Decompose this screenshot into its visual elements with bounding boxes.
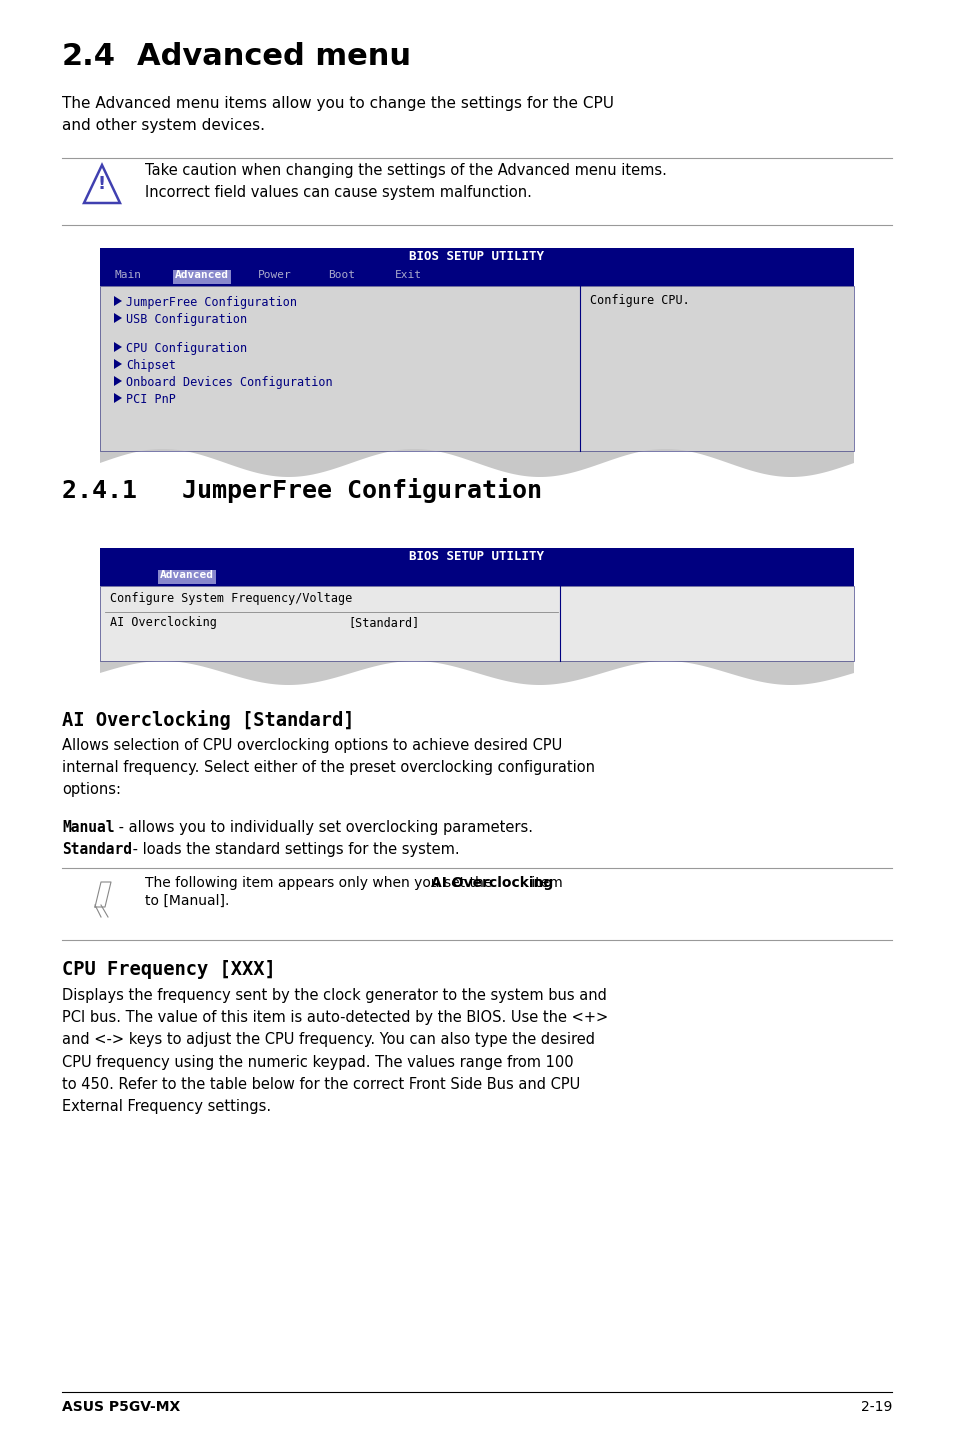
FancyBboxPatch shape bbox=[158, 569, 216, 584]
Text: CPU Configuration: CPU Configuration bbox=[126, 342, 247, 355]
Polygon shape bbox=[100, 449, 853, 477]
Text: - loads the standard settings for the system.: - loads the standard settings for the sy… bbox=[128, 843, 459, 857]
Text: Displays the frequency sent by the clock generator to the system bus and
PCI bus: Displays the frequency sent by the clock… bbox=[62, 988, 608, 1114]
Text: - allows you to individually set overclocking parameters.: - allows you to individually set overclo… bbox=[113, 820, 533, 835]
Text: Advanced: Advanced bbox=[160, 569, 213, 580]
FancyBboxPatch shape bbox=[100, 267, 853, 286]
Text: to [Manual].: to [Manual]. bbox=[145, 894, 229, 907]
Text: 2.4: 2.4 bbox=[62, 42, 116, 70]
Text: USB Configuration: USB Configuration bbox=[126, 313, 247, 326]
Text: Main: Main bbox=[115, 270, 142, 280]
Text: Boot: Boot bbox=[328, 270, 355, 280]
Polygon shape bbox=[113, 375, 122, 385]
FancyBboxPatch shape bbox=[100, 568, 853, 587]
Polygon shape bbox=[113, 393, 122, 403]
Text: Configure System Frequency/Voltage: Configure System Frequency/Voltage bbox=[110, 592, 352, 605]
FancyBboxPatch shape bbox=[100, 286, 853, 452]
Text: CPU Frequency [XXX]: CPU Frequency [XXX] bbox=[62, 961, 275, 979]
Text: BIOS SETUP UTILITY: BIOS SETUP UTILITY bbox=[409, 250, 544, 263]
Text: The Advanced menu items allow you to change the settings for the CPU
and other s: The Advanced menu items allow you to cha… bbox=[62, 96, 614, 134]
Text: item: item bbox=[526, 876, 562, 890]
Text: 2-19: 2-19 bbox=[860, 1401, 891, 1414]
Polygon shape bbox=[113, 342, 122, 352]
Polygon shape bbox=[113, 296, 122, 306]
Text: Chipset: Chipset bbox=[126, 360, 175, 372]
Text: BIOS SETUP UTILITY: BIOS SETUP UTILITY bbox=[409, 549, 544, 564]
FancyBboxPatch shape bbox=[172, 270, 232, 283]
Polygon shape bbox=[113, 360, 122, 370]
Text: Manual: Manual bbox=[62, 820, 114, 835]
Text: AI Overclocking: AI Overclocking bbox=[431, 876, 553, 890]
Text: Advanced menu: Advanced menu bbox=[137, 42, 411, 70]
Text: Configure CPU.: Configure CPU. bbox=[589, 293, 689, 306]
Text: !: ! bbox=[98, 175, 106, 193]
Polygon shape bbox=[113, 313, 122, 324]
Text: Allows selection of CPU overclocking options to achieve desired CPU
internal fre: Allows selection of CPU overclocking opt… bbox=[62, 738, 595, 798]
Text: The following item appears only when you set the: The following item appears only when you… bbox=[145, 876, 497, 890]
Text: ASUS P5GV-MX: ASUS P5GV-MX bbox=[62, 1401, 180, 1414]
Text: JumperFree Configuration: JumperFree Configuration bbox=[126, 296, 296, 309]
Text: AI Overclocking: AI Overclocking bbox=[110, 615, 216, 628]
FancyBboxPatch shape bbox=[100, 587, 853, 661]
Text: Power: Power bbox=[257, 270, 292, 280]
Text: Advanced: Advanced bbox=[174, 270, 229, 280]
FancyBboxPatch shape bbox=[100, 247, 853, 267]
Text: Onboard Devices Configuration: Onboard Devices Configuration bbox=[126, 375, 333, 390]
FancyBboxPatch shape bbox=[100, 548, 853, 568]
Text: 2.4.1   JumperFree Configuration: 2.4.1 JumperFree Configuration bbox=[62, 477, 541, 503]
Text: [Standard]: [Standard] bbox=[348, 615, 418, 628]
Text: PCI PnP: PCI PnP bbox=[126, 393, 175, 406]
Text: Exit: Exit bbox=[395, 270, 421, 280]
Polygon shape bbox=[100, 661, 853, 684]
Text: AI Overclocking [Standard]: AI Overclocking [Standard] bbox=[62, 710, 355, 731]
Text: Take caution when changing the settings of the Advanced menu items.
Incorrect fi: Take caution when changing the settings … bbox=[145, 162, 666, 200]
Text: Standard: Standard bbox=[62, 843, 132, 857]
